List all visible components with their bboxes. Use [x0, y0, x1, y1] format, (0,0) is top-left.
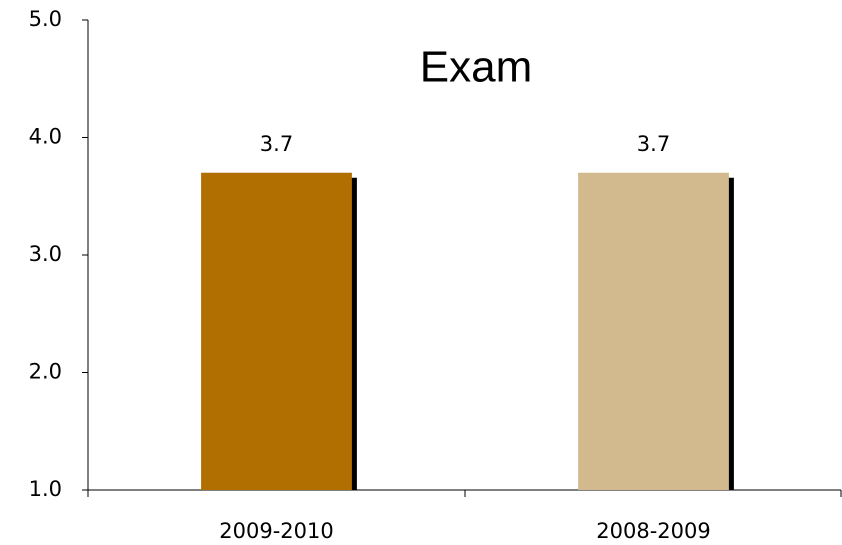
y-tick-label: 5.0 — [29, 7, 62, 31]
x-tick-label: 2008-2009 — [596, 519, 710, 543]
bar — [201, 172, 352, 490]
y-tick-label: 3.0 — [29, 242, 62, 266]
y-tick-label: 2.0 — [29, 360, 62, 384]
y-tick-label: 4.0 — [29, 125, 62, 149]
value-label: 3.7 — [260, 132, 293, 156]
x-tick-label: 2009-2010 — [219, 519, 333, 543]
value-label: 3.7 — [637, 132, 670, 156]
chart-title: Exam — [420, 43, 532, 92]
y-tick-label: 1.0 — [29, 477, 62, 501]
bar — [578, 172, 729, 490]
